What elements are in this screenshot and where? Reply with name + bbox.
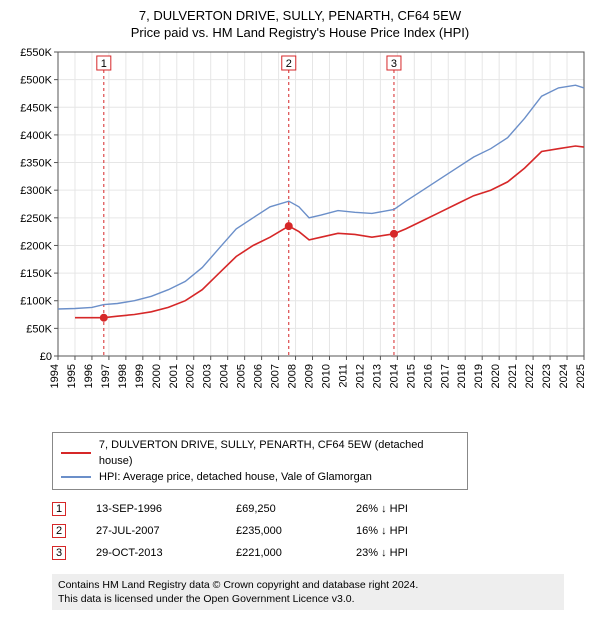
svg-text:£450K: £450K <box>20 102 52 114</box>
svg-text:£100K: £100K <box>20 296 52 308</box>
sale-date: 29-OCT-2013 <box>96 547 206 559</box>
sale-hpi-delta: 23% ↓ HPI <box>356 547 408 559</box>
sale-date: 27-JUL-2007 <box>96 525 206 537</box>
svg-text:1995: 1995 <box>66 364 78 388</box>
sale-marker <box>390 230 398 238</box>
legend-label: HPI: Average price, detached house, Vale… <box>99 469 372 485</box>
svg-text:2014: 2014 <box>388 364 400 388</box>
svg-text:1994: 1994 <box>49 364 61 388</box>
svg-text:2022: 2022 <box>524 364 536 388</box>
svg-text:2023: 2023 <box>541 364 553 388</box>
svg-text:2012: 2012 <box>354 364 366 388</box>
svg-text:1999: 1999 <box>134 364 146 388</box>
title-address: 7, DULVERTON DRIVE, SULLY, PENARTH, CF64… <box>8 8 592 23</box>
svg-text:2: 2 <box>286 58 292 70</box>
sale-ref-box: 1 <box>52 502 66 516</box>
legend-swatch <box>61 476 91 478</box>
svg-text:£50K: £50K <box>26 323 52 335</box>
chart-svg: £0 £50K £100K £150K £200K £250K £300K £350K £400… <box>8 46 592 426</box>
svg-text:2025: 2025 <box>575 364 587 388</box>
svg-text:£550K: £550K <box>20 47 52 59</box>
sale-row: 1 13-SEP-1996 £69,250 26% ↓ HPI <box>52 498 592 520</box>
svg-text:2024: 2024 <box>558 364 570 388</box>
svg-text:2007: 2007 <box>270 364 282 388</box>
svg-text:2005: 2005 <box>236 364 248 388</box>
sale-marker <box>100 314 108 322</box>
sale-hpi-delta: 26% ↓ HPI <box>356 503 408 515</box>
sale-hpi-delta: 16% ↓ HPI <box>356 525 408 537</box>
sale-ref-box: 3 <box>52 546 66 560</box>
legend-label: 7, DULVERTON DRIVE, SULLY, PENARTH, CF64… <box>99 437 459 469</box>
svg-text:2018: 2018 <box>456 364 468 388</box>
page: 7, DULVERTON DRIVE, SULLY, PENARTH, CF64… <box>0 0 600 618</box>
sale-ref-box: 2 <box>52 524 66 538</box>
svg-text:£250K: £250K <box>20 213 52 225</box>
svg-text:2002: 2002 <box>185 364 197 388</box>
svg-text:2004: 2004 <box>219 364 231 388</box>
chart-titles: 7, DULVERTON DRIVE, SULLY, PENARTH, CF64… <box>8 8 592 40</box>
svg-text:2011: 2011 <box>337 364 349 388</box>
svg-text:£500K: £500K <box>20 75 52 87</box>
svg-text:2009: 2009 <box>304 364 316 388</box>
svg-text:2021: 2021 <box>507 364 519 388</box>
sale-row: 3 29-OCT-2013 £221,000 23% ↓ HPI <box>52 542 592 564</box>
attribution-line-2: This data is licensed under the Open Gov… <box>58 592 558 606</box>
svg-text:2017: 2017 <box>439 364 451 388</box>
svg-text:2020: 2020 <box>490 364 502 388</box>
sale-price: £235,000 <box>236 525 326 537</box>
sale-row: 2 27-JUL-2007 £235,000 16% ↓ HPI <box>52 520 592 542</box>
legend-item: HPI: Average price, detached house, Vale… <box>61 469 459 485</box>
svg-text:1998: 1998 <box>117 364 129 388</box>
svg-text:2016: 2016 <box>422 364 434 388</box>
sale-marker <box>285 222 293 230</box>
svg-text:1997: 1997 <box>100 364 112 388</box>
svg-text:2013: 2013 <box>371 364 383 388</box>
sale-price: £69,250 <box>236 503 326 515</box>
svg-text:1: 1 <box>101 58 107 70</box>
svg-text:£400K: £400K <box>20 130 52 142</box>
svg-text:£200K: £200K <box>20 240 52 252</box>
svg-text:2019: 2019 <box>473 364 485 388</box>
legend: 7, DULVERTON DRIVE, SULLY, PENARTH, CF64… <box>52 432 468 490</box>
title-subtitle: Price paid vs. HM Land Registry's House … <box>8 25 592 40</box>
svg-text:2015: 2015 <box>405 364 417 388</box>
sale-date: 13-SEP-1996 <box>96 503 206 515</box>
legend-swatch <box>61 452 91 454</box>
svg-text:1996: 1996 <box>83 364 95 388</box>
svg-text:£300K: £300K <box>20 185 52 197</box>
svg-text:£0: £0 <box>40 351 52 363</box>
chart: £0 £50K £100K £150K £200K £250K £300K £350K £400… <box>8 46 592 426</box>
svg-text:2008: 2008 <box>287 364 299 388</box>
svg-text:2006: 2006 <box>253 364 265 388</box>
svg-text:£350K: £350K <box>20 158 52 170</box>
sales-table: 1 13-SEP-1996 £69,250 26% ↓ HPI 2 27-JUL-2007… <box>52 498 592 564</box>
svg-text:3: 3 <box>391 58 397 70</box>
svg-text:2001: 2001 <box>168 364 180 388</box>
svg-text:2003: 2003 <box>202 364 214 388</box>
attribution: Contains HM Land Registry data © Crown c… <box>52 574 564 610</box>
svg-text:£150K: £150K <box>20 268 52 280</box>
svg-text:2000: 2000 <box>151 364 163 388</box>
svg-text:2010: 2010 <box>320 364 332 388</box>
legend-item: 7, DULVERTON DRIVE, SULLY, PENARTH, CF64… <box>61 437 459 469</box>
sale-price: £221,000 <box>236 547 326 559</box>
attribution-line-1: Contains HM Land Registry data © Crown c… <box>58 578 558 592</box>
